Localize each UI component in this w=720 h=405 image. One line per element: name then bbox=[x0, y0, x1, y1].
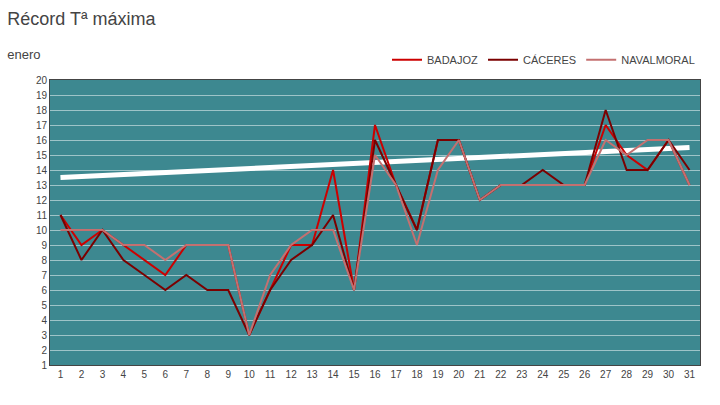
svg-text:10: 10 bbox=[36, 225, 48, 236]
svg-text:27: 27 bbox=[600, 369, 612, 380]
svg-text:enero: enero bbox=[7, 47, 40, 62]
svg-text:18: 18 bbox=[411, 369, 423, 380]
svg-text:6: 6 bbox=[41, 285, 47, 296]
svg-text:12: 12 bbox=[36, 195, 48, 206]
svg-text:5: 5 bbox=[142, 369, 148, 380]
svg-text:28: 28 bbox=[621, 369, 633, 380]
svg-text:21: 21 bbox=[474, 369, 486, 380]
svg-text:5: 5 bbox=[41, 300, 47, 311]
svg-text:17: 17 bbox=[36, 120, 48, 131]
svg-text:29: 29 bbox=[642, 369, 654, 380]
svg-text:10: 10 bbox=[244, 369, 256, 380]
svg-text:6: 6 bbox=[163, 369, 169, 380]
svg-text:8: 8 bbox=[204, 369, 210, 380]
svg-text:13: 13 bbox=[307, 369, 319, 380]
svg-text:2: 2 bbox=[79, 369, 85, 380]
svg-text:23: 23 bbox=[516, 369, 528, 380]
svg-text:26: 26 bbox=[579, 369, 591, 380]
svg-text:CÁCERES: CÁCERES bbox=[523, 54, 576, 66]
svg-text:22: 22 bbox=[495, 369, 507, 380]
svg-text:30: 30 bbox=[663, 369, 675, 380]
svg-text:18: 18 bbox=[36, 105, 48, 116]
svg-text:15: 15 bbox=[348, 369, 360, 380]
svg-text:BADAJOZ: BADAJOZ bbox=[427, 54, 478, 66]
svg-text:24: 24 bbox=[537, 369, 549, 380]
svg-text:4: 4 bbox=[121, 369, 127, 380]
svg-text:11: 11 bbox=[37, 210, 48, 221]
svg-text:17: 17 bbox=[390, 369, 402, 380]
svg-text:12: 12 bbox=[286, 369, 298, 380]
svg-text:20: 20 bbox=[453, 369, 465, 380]
svg-text:31: 31 bbox=[684, 369, 696, 380]
svg-text:1: 1 bbox=[41, 360, 47, 371]
svg-text:Récord Tª máxima: Récord Tª máxima bbox=[7, 9, 156, 29]
svg-text:NAVALMORAL: NAVALMORAL bbox=[621, 54, 695, 66]
svg-text:8: 8 bbox=[41, 255, 47, 266]
svg-text:7: 7 bbox=[184, 369, 190, 380]
svg-text:19: 19 bbox=[432, 369, 444, 380]
svg-text:16: 16 bbox=[36, 135, 48, 146]
svg-text:25: 25 bbox=[558, 369, 570, 380]
svg-text:9: 9 bbox=[225, 369, 231, 380]
svg-text:13: 13 bbox=[36, 180, 48, 191]
svg-text:3: 3 bbox=[100, 369, 106, 380]
svg-text:16: 16 bbox=[369, 369, 381, 380]
svg-text:20: 20 bbox=[36, 75, 48, 86]
svg-text:14: 14 bbox=[327, 369, 339, 380]
svg-text:15: 15 bbox=[36, 150, 48, 161]
svg-text:11: 11 bbox=[265, 369, 276, 380]
svg-text:14: 14 bbox=[36, 165, 48, 176]
svg-text:2: 2 bbox=[41, 345, 47, 356]
svg-text:1: 1 bbox=[58, 369, 64, 380]
svg-text:4: 4 bbox=[41, 315, 47, 326]
svg-text:9: 9 bbox=[41, 240, 47, 251]
svg-text:7: 7 bbox=[41, 270, 47, 281]
svg-text:19: 19 bbox=[36, 90, 48, 101]
svg-text:3: 3 bbox=[41, 330, 47, 341]
